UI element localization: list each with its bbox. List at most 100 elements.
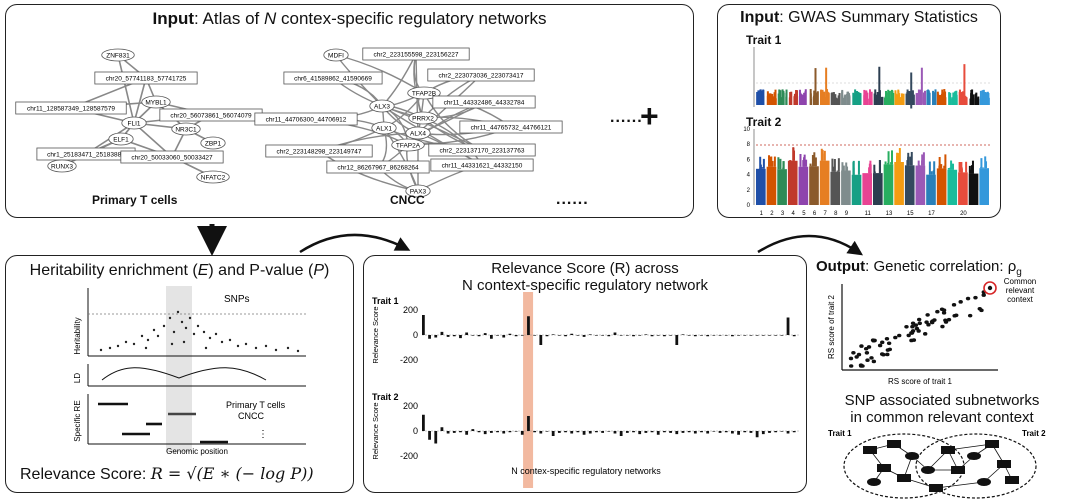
network-node-label: MDFI — [328, 53, 344, 60]
network-node-ellipse — [200, 136, 226, 150]
manhattan2-xtick: 2 — [770, 211, 774, 217]
snp-dot — [220, 340, 224, 344]
manhattan1-chromosome — [852, 89, 862, 105]
relevance-bar — [527, 416, 530, 431]
manhattan1-chromosome — [894, 89, 905, 105]
network-node-ellipse — [408, 111, 438, 125]
snp-dot — [162, 324, 166, 328]
snp-dot — [176, 310, 180, 314]
snp-dot — [152, 328, 156, 332]
relevance-bar — [459, 431, 462, 433]
scatter-point — [946, 317, 952, 322]
relevance-ytick: 200 — [403, 401, 418, 411]
callout-text: context — [1007, 295, 1034, 304]
common-context-circle — [983, 281, 997, 295]
relevance-bar — [557, 431, 561, 433]
network-node-box — [459, 120, 563, 134]
scatter-point — [973, 295, 978, 300]
heritability-panel: Heritability enrichment (E) and P-value … — [5, 255, 354, 493]
network-node-label: chr6_41589862_41590669 — [294, 76, 372, 83]
manhattan2-chromosome — [904, 151, 915, 205]
relevance-bar — [625, 431, 629, 433]
network-node-box — [427, 68, 535, 82]
relevance-bar — [731, 335, 734, 337]
relevance-bar — [514, 431, 518, 432]
atlas-title: Input: Atlas of N contex-specific regula… — [152, 9, 547, 28]
snp-dot — [116, 344, 120, 348]
relevance-bar — [533, 431, 537, 433]
relevance-ytick: 200 — [403, 305, 418, 315]
manhattan2-chromosome — [841, 162, 851, 205]
relevance-ylabel: Relevance Score — [371, 402, 380, 459]
subnet-node — [905, 452, 919, 460]
network-node-label: chr11_128587349_128587579 — [27, 106, 115, 113]
manhattan2-chromosome — [926, 161, 936, 205]
relevance-bar — [669, 431, 672, 433]
relevance-bar — [477, 431, 481, 433]
network-node-label: chr20_57741183_57741725 — [106, 76, 187, 83]
snp-dot — [236, 344, 240, 348]
subnet-node — [929, 484, 943, 492]
network-node-label: PAX3 — [410, 189, 427, 196]
network-node-box — [283, 71, 383, 85]
relevance-bar — [545, 335, 549, 337]
snp-dot — [170, 342, 174, 346]
snp-dot — [208, 336, 212, 340]
relevance-bar — [712, 431, 716, 432]
network-node-label: RUNX3 — [51, 164, 73, 171]
manhattan2-ytick: 0 — [747, 203, 751, 209]
relevance-trait-label: Trait 2 — [372, 392, 399, 402]
relevance-bar — [496, 335, 499, 336]
network-node-box — [362, 47, 470, 61]
scatter-point — [848, 356, 854, 361]
manhattan2-xtick: 11 — [865, 211, 872, 217]
ellipsis-vertical: ⋮ — [258, 429, 268, 440]
relevance-ytick: 0 — [413, 426, 418, 436]
relevance-bar — [774, 335, 778, 336]
manhattan2-chromosome — [819, 148, 830, 205]
heritability-title: Heritability enrichment (E) and P-value … — [29, 262, 330, 279]
subnet-node — [1005, 476, 1019, 484]
relevance-bar — [638, 431, 642, 435]
network-node-label: chr20_56073861_56074079 — [170, 113, 252, 120]
gwas-panel: Input: GWAS Summary Statistics Trait 1 T… — [717, 4, 1001, 218]
relevance-bar — [724, 335, 728, 336]
relevance-ylabel: Relevance Score — [371, 306, 380, 363]
manhattan2-chromosome — [756, 156, 766, 205]
ellipsis-right: ...... — [610, 109, 643, 126]
manhattan1-chromosome — [958, 64, 968, 105]
relevance-bar — [780, 431, 784, 432]
network-node-label: chr2_223148298_223149747 — [277, 149, 362, 156]
subnet-node — [921, 466, 935, 474]
manhattan1-chromosome — [979, 89, 990, 105]
manhattan1-chromosome — [798, 89, 807, 105]
manhattan1-chromosome — [809, 68, 819, 105]
relevance-bar — [693, 431, 697, 434]
network-node-ellipse — [407, 86, 441, 100]
network-node-label: chr11_44331621_44332150 — [442, 163, 523, 170]
relevance-bar — [687, 335, 691, 336]
relevance-bar — [644, 334, 648, 335]
snp-dot — [228, 338, 232, 342]
scatter-point — [943, 320, 949, 324]
network-node-label: TFAP2A — [396, 143, 421, 150]
manhattan2-chromosome — [830, 158, 841, 205]
network-node-box — [326, 160, 430, 174]
scatter-point — [885, 352, 890, 357]
relevance-bar — [564, 431, 567, 433]
subnet-ellipse-1 — [843, 433, 965, 499]
relevance-bar — [465, 332, 469, 335]
scatter-point-highlight — [987, 285, 993, 291]
relevance-trait-label: Trait 1 — [372, 296, 399, 306]
relevance-bar — [489, 431, 493, 433]
manhattan2-chromosome — [787, 147, 798, 205]
manhattan1-chromosome — [766, 89, 777, 105]
relevance-bar — [471, 429, 475, 431]
manhattan2-xtick: 1 — [760, 211, 764, 217]
subnet-node — [867, 478, 881, 486]
plus-sign: + — [640, 98, 659, 134]
subnet-node — [863, 446, 877, 454]
relevance-bar — [761, 335, 765, 336]
relevance-bar — [749, 335, 753, 336]
relevance-bar — [663, 335, 666, 337]
